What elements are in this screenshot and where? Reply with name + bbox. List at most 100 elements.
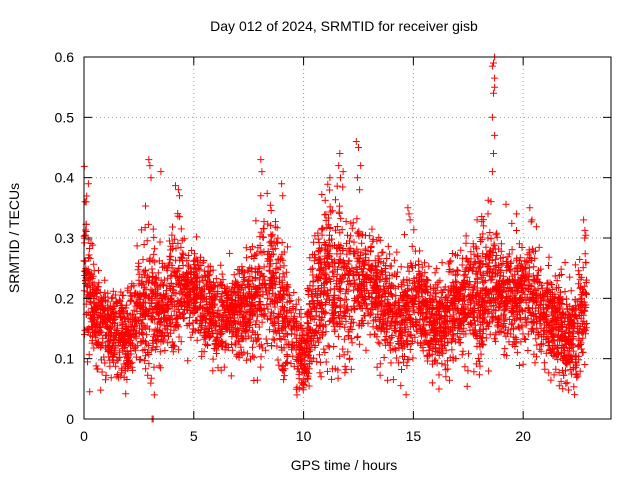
data-point xyxy=(406,346,414,353)
data-point xyxy=(133,242,141,250)
data-point xyxy=(250,353,258,361)
data-point xyxy=(524,259,532,267)
x-tick-label: 0 xyxy=(80,428,88,444)
data-point xyxy=(526,309,534,316)
chart-title: Day 012 of 2024, SRMTID for receiver gis… xyxy=(210,18,478,34)
data-point xyxy=(571,391,579,399)
data-point xyxy=(519,330,527,338)
data-point xyxy=(263,301,271,309)
data-point xyxy=(242,356,250,364)
data-point xyxy=(530,263,538,271)
data-point xyxy=(342,218,350,225)
y-tick-label: 0.3 xyxy=(55,230,75,246)
data-point xyxy=(358,239,366,247)
data-point xyxy=(393,248,401,256)
data-point xyxy=(398,344,406,352)
data-point xyxy=(269,231,277,239)
data-point xyxy=(513,227,520,234)
data-point xyxy=(171,235,179,243)
data-point xyxy=(151,245,159,253)
data-point xyxy=(193,233,201,241)
data-point xyxy=(374,338,382,346)
data-point xyxy=(374,252,382,260)
data-point xyxy=(307,266,315,273)
data-point xyxy=(340,335,348,343)
data-point xyxy=(108,294,116,302)
data-point xyxy=(411,333,419,341)
data-point xyxy=(339,183,347,191)
data-point xyxy=(386,250,394,258)
data-point xyxy=(408,242,416,250)
data-point xyxy=(390,256,398,264)
data-point xyxy=(581,361,589,368)
data-point xyxy=(255,263,263,271)
data-point xyxy=(508,219,516,227)
data-point xyxy=(212,275,220,283)
data-point xyxy=(167,253,175,261)
data-point xyxy=(328,375,335,383)
data-point xyxy=(345,281,353,289)
data-point xyxy=(477,350,485,358)
data-point xyxy=(140,284,148,292)
data-point xyxy=(327,208,335,216)
data-point xyxy=(282,268,290,276)
data-point xyxy=(405,267,413,275)
data-point xyxy=(545,253,553,261)
data-point xyxy=(218,270,226,278)
data-point xyxy=(562,380,570,388)
data-point xyxy=(541,365,549,373)
data-point xyxy=(341,369,349,377)
data-points xyxy=(80,53,591,423)
data-point xyxy=(532,335,540,343)
data-point xyxy=(508,246,516,254)
data-point xyxy=(169,223,176,231)
data-point xyxy=(555,382,563,390)
data-point xyxy=(140,241,148,248)
data-point xyxy=(267,207,275,214)
data-point xyxy=(264,294,272,302)
x-tick-label: 15 xyxy=(406,428,422,444)
data-point xyxy=(86,388,94,396)
data-point xyxy=(217,261,225,269)
data-point xyxy=(172,182,179,190)
data-point xyxy=(482,243,490,251)
data-point xyxy=(309,264,317,272)
grid xyxy=(84,57,611,419)
y-tick-label: 0.4 xyxy=(55,170,75,186)
data-point xyxy=(347,232,355,240)
y-axis-label: SRMTID / TECUs xyxy=(6,183,22,293)
data-point xyxy=(272,280,280,288)
data-point xyxy=(112,291,120,299)
y-tick-label: 0.1 xyxy=(55,351,75,367)
data-point xyxy=(266,201,274,209)
data-point xyxy=(123,376,131,383)
data-point xyxy=(253,317,261,325)
data-point xyxy=(465,350,472,358)
data-point xyxy=(152,326,160,334)
data-point xyxy=(354,332,362,340)
data-point xyxy=(337,214,345,222)
data-point xyxy=(344,231,351,239)
x-tick-label: 10 xyxy=(296,428,312,444)
data-point xyxy=(452,271,460,279)
data-point xyxy=(339,345,347,353)
data-point xyxy=(321,196,329,204)
data-point xyxy=(461,363,469,371)
y-tick-label: 0.2 xyxy=(55,290,75,306)
data-point xyxy=(243,254,251,262)
data-point xyxy=(279,302,286,310)
data-point xyxy=(384,376,392,384)
data-point xyxy=(524,347,532,354)
y-tick-label: 0 xyxy=(66,411,74,427)
data-point xyxy=(273,224,281,232)
data-point xyxy=(321,349,329,356)
data-point xyxy=(397,263,405,271)
data-point xyxy=(141,224,149,232)
data-point xyxy=(295,296,303,304)
x-tick-label: 20 xyxy=(515,428,531,444)
data-point xyxy=(492,252,500,259)
data-point xyxy=(244,267,252,275)
data-point xyxy=(270,336,278,344)
